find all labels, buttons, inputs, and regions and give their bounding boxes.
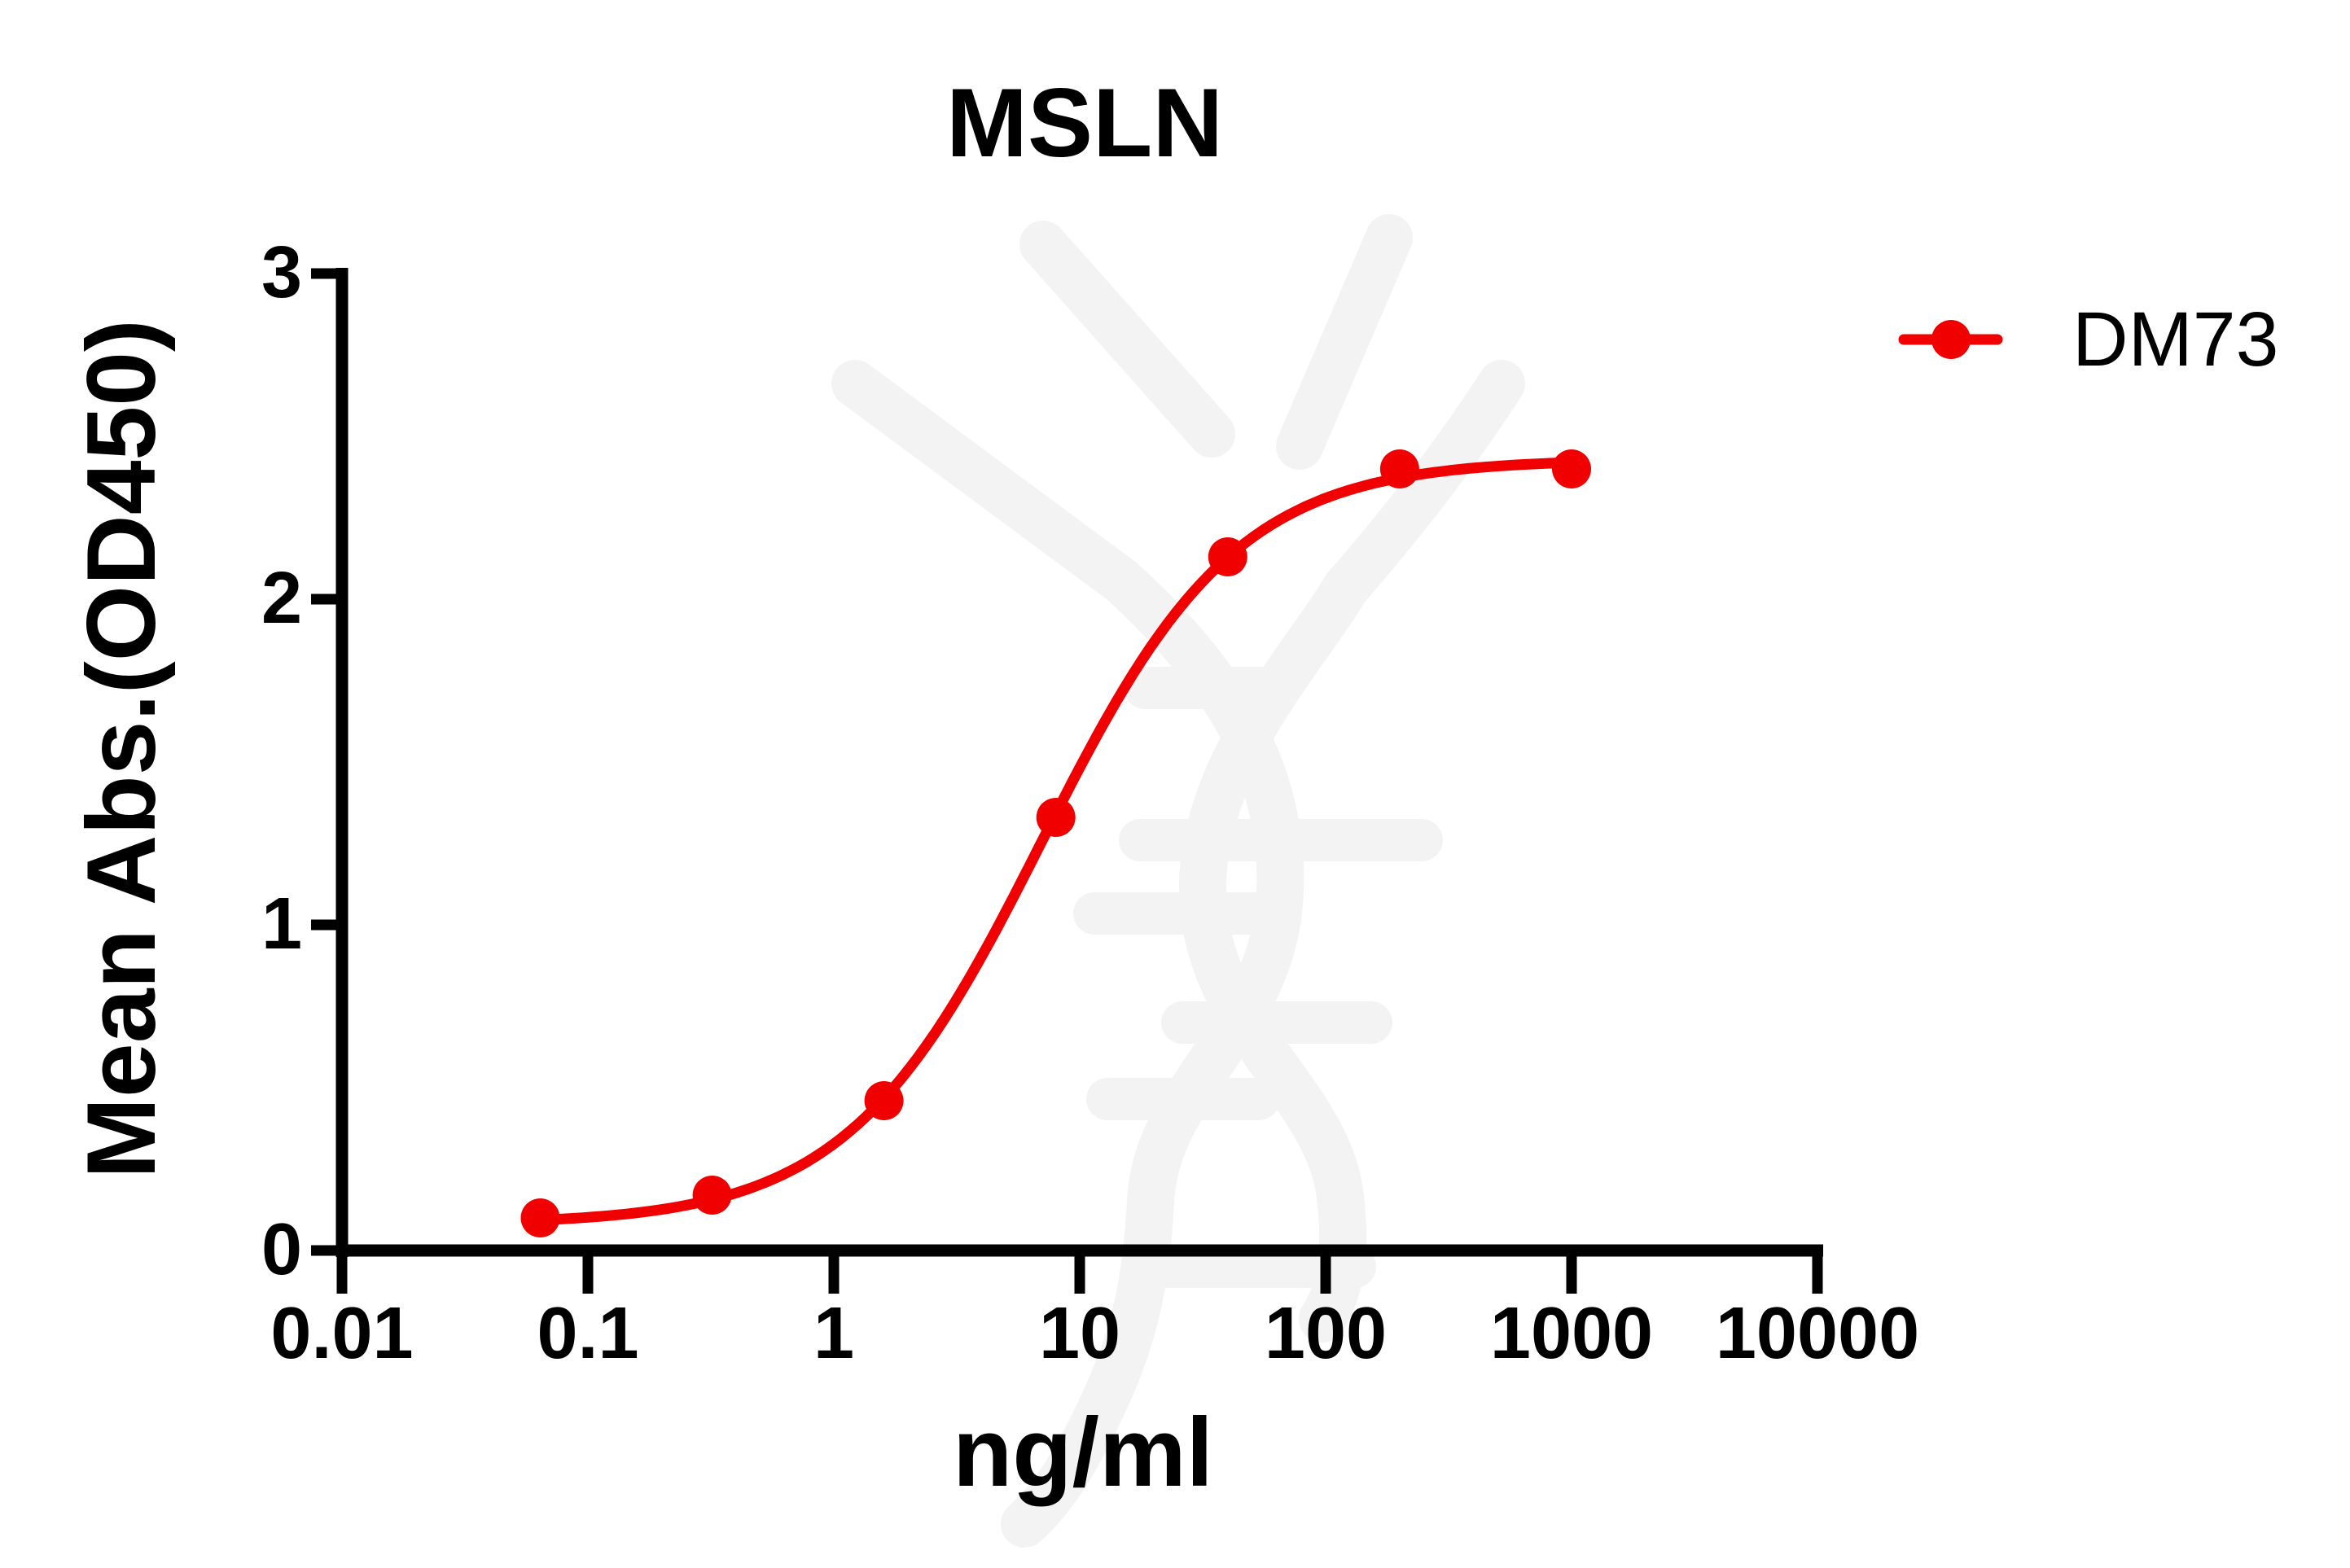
x-tick-label: 1 <box>813 1293 854 1374</box>
data-point <box>1208 537 1247 576</box>
data-point <box>864 1081 904 1120</box>
x-tick-label: 1000 <box>1490 1293 1653 1374</box>
watermark-arm-icon <box>831 360 1146 605</box>
y-tick-label: 2 <box>261 558 302 639</box>
y-axis-label: Mean Abs.(OD450) <box>67 319 176 1179</box>
y-tick-label: 0 <box>261 1209 302 1290</box>
x-tick-label: 0.1 <box>537 1293 638 1374</box>
chart-title: MSLN <box>946 68 1223 177</box>
x-tick-label: 10 <box>1039 1293 1120 1374</box>
x-tick-label: 0.01 <box>270 1293 413 1374</box>
data-point <box>692 1176 732 1215</box>
data-point <box>1379 449 1419 488</box>
series-dm73 <box>520 449 1591 1237</box>
legend-marker-point-icon <box>1931 320 1971 359</box>
data-point <box>520 1198 560 1237</box>
x-tick-label: 10000 <box>1716 1293 1919 1374</box>
x-axis-label: ng/ml <box>953 1398 1213 1507</box>
x-tick-label: 100 <box>1265 1293 1387 1374</box>
watermark-arm-icon <box>1322 360 1525 612</box>
legend-label: DM73 <box>2072 296 2278 383</box>
data-point <box>1036 798 1076 837</box>
watermark-dna-antibody-logo <box>831 214 1525 1548</box>
axes: 0.01 0.1 1 10 100 1000 10000 0 1 2 3 <box>261 232 1919 1374</box>
y-tick-label: 1 <box>261 883 302 965</box>
watermark-arm-icon <box>1276 214 1413 470</box>
legend: DM73 <box>1898 296 2278 383</box>
watermark-arm-icon <box>1019 221 1235 458</box>
y-tick-label: 3 <box>261 232 302 313</box>
data-point <box>1552 449 1591 488</box>
